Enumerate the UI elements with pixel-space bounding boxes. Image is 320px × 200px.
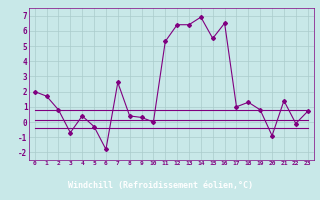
Text: Windchill (Refroidissement éolien,°C): Windchill (Refroidissement éolien,°C) (68, 181, 252, 190)
